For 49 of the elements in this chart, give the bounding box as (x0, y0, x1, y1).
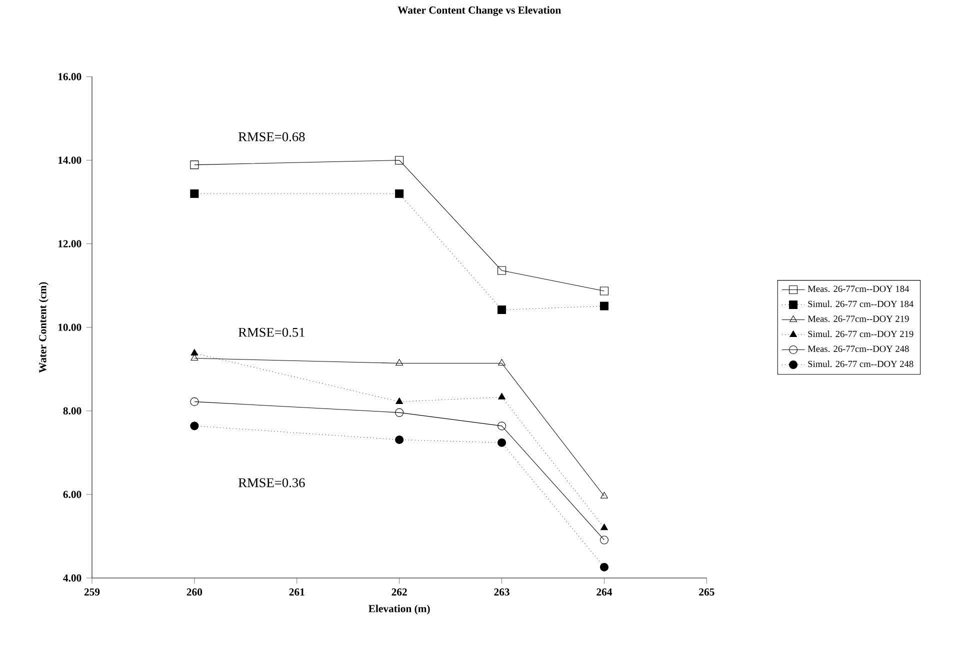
legend-label: Meas. 26-77cm--DOY 219 (808, 316, 909, 322)
point (396, 358, 404, 366)
point (600, 286, 608, 296)
y-tick-label: 4.00 (63, 574, 82, 582)
point (190, 422, 199, 430)
point (498, 392, 506, 400)
point (395, 435, 404, 444)
legend-label: Meas. 26-77cm--DOY 184 (808, 286, 910, 292)
point (190, 160, 199, 170)
point (190, 397, 199, 406)
y-tick-label: 10.00 (58, 324, 82, 331)
point (498, 422, 506, 430)
point (498, 306, 506, 314)
y-tick-label: 14.00 (58, 156, 82, 164)
x-tick-label: 263 (494, 588, 510, 596)
x-tick-label: 259 (84, 588, 100, 596)
y-tick-label: 6.00 (63, 490, 82, 498)
x-tick-label: 261 (289, 588, 304, 596)
annotation: RMSE=0.51 (238, 328, 304, 337)
point (600, 524, 608, 530)
point (395, 189, 404, 198)
legend-label: Meas. 26-77cm--DOY 248 (808, 346, 909, 352)
point (498, 266, 506, 275)
point (600, 562, 608, 572)
x-tick-label: 265 (699, 588, 714, 596)
point (190, 348, 198, 356)
point (498, 358, 506, 366)
point (600, 302, 608, 310)
legend-label: Simul. 26-77 cm--DOY 184 (808, 300, 914, 308)
x-tick-label: 262 (392, 588, 407, 596)
point (395, 408, 404, 417)
x-tick-label: 260 (186, 588, 202, 596)
y-tick-label: 12.00 (58, 240, 82, 248)
annotation: RMSE=0.68 (238, 132, 305, 142)
point (600, 536, 608, 544)
chart-title: Water Content Change vs Elevation (398, 6, 561, 16)
point (396, 397, 404, 404)
point (395, 156, 404, 164)
point (190, 189, 199, 198)
x-axis-title: Elevation (m) (368, 604, 430, 614)
legend-label: Simul. 26-77 cm--DOY 219 (808, 330, 914, 338)
y-tick-label: 8.00 (63, 407, 82, 415)
y-axis-title: Water Content (cm) (38, 282, 48, 373)
annotation: RMSE=0.36 (238, 478, 305, 488)
point (600, 492, 608, 498)
x-tick-label: 264 (596, 588, 612, 596)
point (498, 438, 506, 447)
legend-label: Simul. 26-77 cm--DOY 248 (808, 360, 914, 368)
y-tick-label: 16.00 (58, 73, 82, 80)
